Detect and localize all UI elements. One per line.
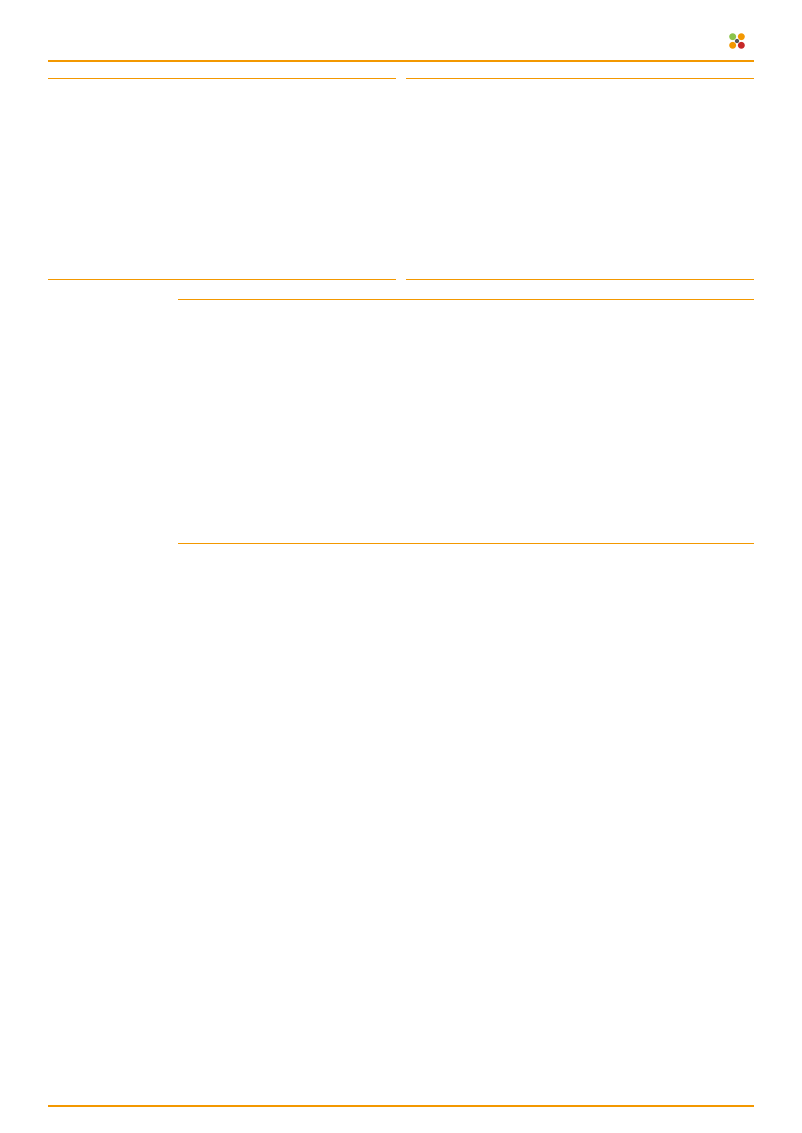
company-logo [724, 28, 754, 54]
chart-9 [406, 76, 754, 283]
chart-title [178, 297, 754, 300]
chart-10 [178, 297, 754, 547]
chart-9-svg [406, 83, 754, 277]
chart-10-svg [178, 304, 754, 541]
chart-8-svg [48, 83, 396, 277]
chart-title [48, 76, 396, 79]
chart-row [48, 76, 754, 283]
page-header [48, 28, 754, 62]
chart-source [406, 279, 754, 283]
chart-source [48, 279, 396, 283]
chart-source [178, 543, 754, 547]
chart-8 [48, 76, 396, 283]
chart-title [406, 76, 754, 79]
page-footer [48, 1105, 754, 1113]
logo-icon [724, 28, 750, 54]
